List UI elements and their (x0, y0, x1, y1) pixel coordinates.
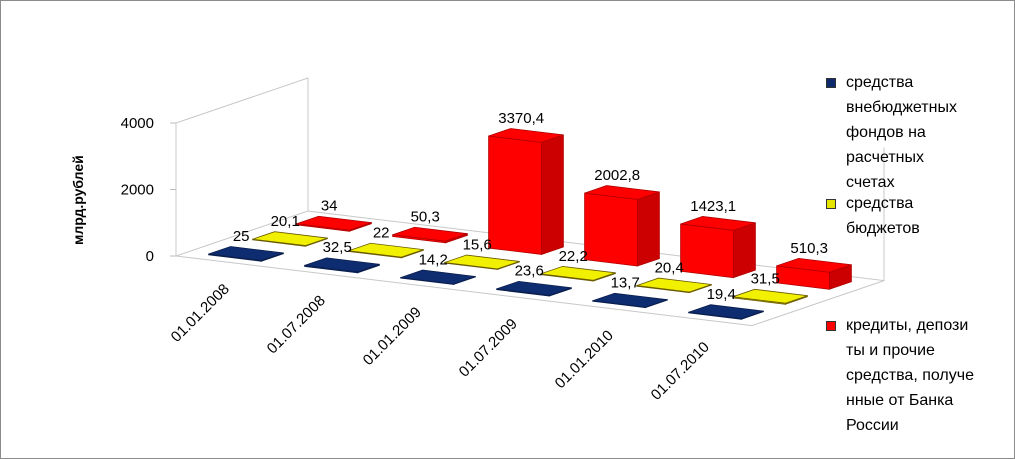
legend-swatch (826, 321, 836, 331)
bar (636, 277, 712, 294)
bar (400, 269, 476, 285)
data-label: 1423,1 (690, 198, 736, 215)
bar (348, 242, 424, 259)
bar (776, 257, 852, 290)
data-label: 20,4 (655, 259, 684, 276)
data-label: 32,5 (323, 239, 352, 256)
chart-bars (208, 128, 852, 320)
chart-data-labels: 34 50,3 3370,4 2002,8 1423,1 510,3 20,1 22 15,6 2… (233, 110, 828, 303)
bar (252, 231, 328, 247)
bar (496, 280, 572, 297)
y-tick-label: 4000 (121, 115, 154, 132)
bar (304, 257, 380, 274)
data-label: 34 (321, 198, 338, 215)
bar (208, 246, 284, 262)
floor-depth-edge (175, 210, 309, 257)
data-label: 31,5 (751, 271, 780, 288)
bar (392, 226, 468, 244)
category-label: 01.07.2009 (456, 315, 521, 380)
category-label: 01.07.2008 (264, 292, 329, 357)
data-label: 14,2 (419, 251, 448, 268)
category-label: 01.01.2009 (360, 304, 425, 369)
data-label: 2002,8 (594, 167, 640, 184)
data-label: 20,1 (271, 213, 300, 230)
legend-swatch (826, 78, 836, 88)
bar (296, 215, 372, 232)
data-label: 22 (373, 225, 390, 242)
data-label: 19,4 (707, 286, 736, 303)
bar (488, 128, 564, 255)
bar (540, 266, 616, 282)
data-label: 25 (233, 228, 250, 245)
legend-label: кредиты, депози ты и прочие средства, полу… (846, 317, 974, 434)
bar (688, 304, 764, 320)
category-label: 01.01.2010 (552, 327, 617, 392)
data-label: 23,6 (515, 263, 544, 280)
legend-label: средства бюджетов (846, 195, 920, 237)
bar (592, 292, 668, 309)
y-tick-label: 0 (146, 248, 154, 265)
category-label: 01.01.2008 (168, 281, 233, 346)
bar (732, 288, 808, 305)
floor-edge (175, 255, 885, 327)
bar (584, 185, 660, 267)
legend-swatch (826, 199, 836, 209)
data-label: 3370,4 (498, 110, 544, 127)
category-label: 01.07.2010 (648, 339, 713, 404)
bar (680, 216, 756, 279)
data-label: 15,6 (463, 236, 492, 253)
data-label: 50,3 (411, 209, 440, 226)
chart-axes: 0 2000 4000 (121, 77, 885, 327)
data-label: 13,7 (611, 275, 640, 292)
y-axis-title: млрд.рублей (70, 155, 86, 245)
y-tick-label: 2000 (121, 182, 154, 199)
legend-label: средства внебюджетных фондов на расчетных сч… (846, 74, 957, 191)
bar (444, 254, 520, 270)
data-label: 22,2 (559, 248, 588, 265)
data-label: 510,3 (790, 240, 828, 257)
